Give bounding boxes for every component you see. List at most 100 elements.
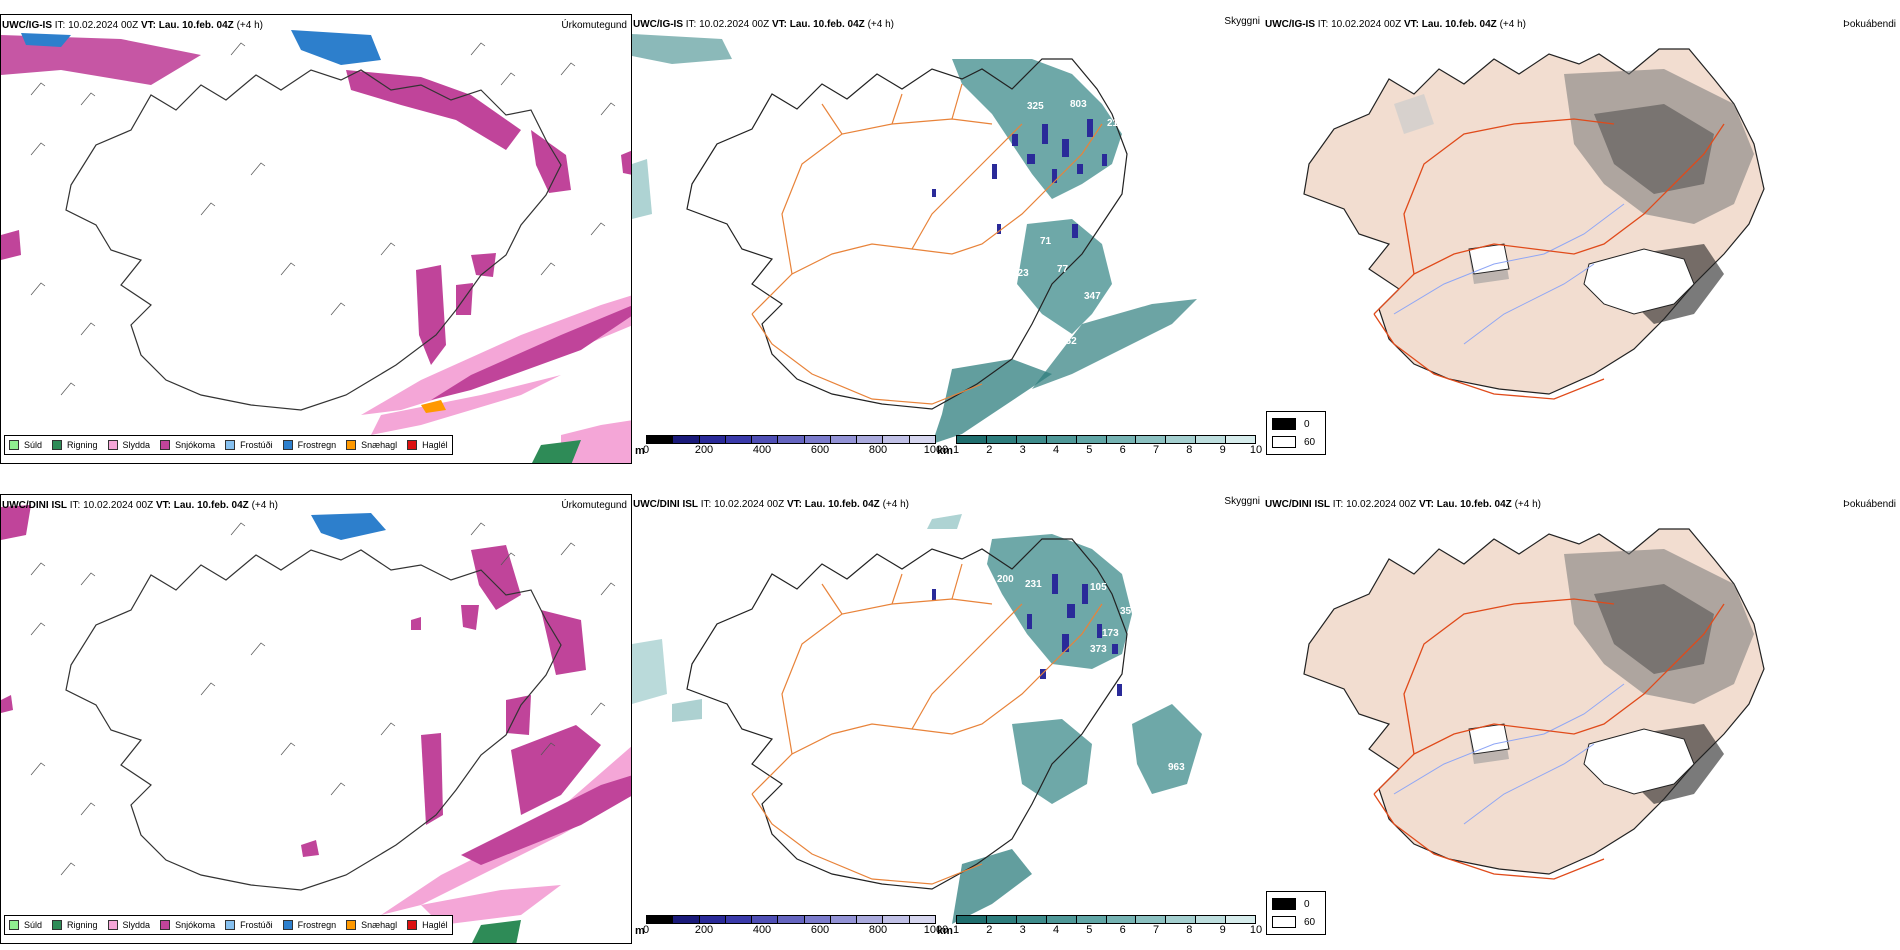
legend-swatch — [107, 920, 118, 930]
cloud-base-tick-label: 800 — [868, 444, 888, 456]
ceiling-label: 320 — [1140, 636, 1157, 647]
visibility-swatch — [1046, 436, 1077, 443]
visibility-tick-label: 6 — [1119, 444, 1126, 456]
cloud-base-swatch — [673, 436, 700, 443]
panel-title: UWC/IG-IS IT: 10.02.2024 00Z VT: Lau. 10… — [1265, 19, 1526, 30]
visibility-swatch — [1226, 436, 1256, 443]
legend-swatch — [407, 440, 418, 450]
ceiling-label: 211 — [1167, 176, 1184, 187]
precip-areas — [1, 505, 631, 943]
visibility-tick-label: 2 — [986, 444, 993, 456]
fog-panel-2: UWC/DINI ISL IT: 10.02.2024 00Z VT: Lau.… — [1264, 494, 1900, 884]
legend-swatch — [9, 920, 19, 930]
panel-title: UWC/DINI ISL IT: 10.02.2024 00Z VT: Lau.… — [633, 499, 909, 510]
ceiling-label: 357 — [1120, 606, 1137, 617]
cloud-base-swatch — [778, 916, 805, 923]
cloud-panel-2: 200 231 105 357 173 373 320 428 27 77 58… — [632, 494, 1264, 944]
roads — [751, 563, 1103, 885]
visibility-swatch — [1136, 916, 1167, 923]
cloud-base-swatch — [883, 436, 910, 443]
ceiling-label: 210 — [1107, 118, 1124, 129]
legend-swatch — [346, 920, 357, 930]
cloud-base-tick-label: 200 — [694, 924, 714, 936]
cloud-base-colorbar: 0 200 400 600 800 1000 — [642, 435, 948, 458]
visibility-tick-label: 5 — [1086, 444, 1093, 456]
visibility-colorbar-ticks: 1 2 3 4 5 6 7 8 9 10 — [952, 924, 1262, 938]
fog-legend-2: 0 60 — [1266, 891, 1326, 935]
visibility-tick-label: 7 — [1152, 444, 1160, 456]
ceiling-labels: 325 803 210 196 437 211 71 323 77 280 34… — [1012, 99, 1189, 347]
ceiling-label: 803 — [1070, 99, 1087, 110]
cloud-base-swatch — [647, 436, 674, 443]
visibility-tick-label: 5 — [1086, 924, 1093, 936]
fog-legend-1: 0 60 — [1266, 411, 1326, 455]
legend-item-rigning: Rigning — [52, 920, 98, 930]
legend-item-snaehagl: Snæhagl — [346, 440, 397, 450]
visibility-swatch — [957, 916, 987, 923]
precip-type-map-2 — [1, 505, 631, 943]
cloud-base-swatch — [752, 916, 779, 923]
panel-label-fog: Þokuábendi — [1843, 499, 1896, 510]
visibility-colorbar: 1 2 3 4 5 6 7 8 9 10 — [952, 915, 1262, 938]
visibility-swatch — [1106, 916, 1137, 923]
visibility-swatch — [1166, 916, 1197, 923]
panel-label-fog: Þokuábendi — [1843, 19, 1896, 30]
rivers — [1393, 683, 1625, 825]
panel-title: UWC/IG-IS IT: 10.02.2024 00Z VT: Lau. 10… — [633, 19, 894, 30]
visibility-swatch — [957, 436, 987, 443]
cloud-base-colorbar-swatches — [646, 915, 936, 924]
visibility-swatch — [1076, 436, 1107, 443]
visibility-swatch — [986, 916, 1017, 923]
visibility-swatch — [1016, 436, 1047, 443]
cloud-base-tick-label: 600 — [810, 924, 830, 936]
ceiling-labels: 200 231 105 357 173 373 320 428 27 77 58… — [997, 574, 1185, 773]
visibility-tick-label: 6 — [1119, 924, 1126, 936]
visibility-tick-label: 9 — [1219, 924, 1226, 936]
visibility-tick-label: 4 — [1052, 444, 1060, 456]
legend-swatch — [9, 440, 19, 450]
cloud-base-tick-label: 400 — [752, 444, 772, 456]
panel-label-precip-type: Úrkomutegund — [561, 20, 627, 31]
precip-type-legend: Súld Rigning Slydda Snjókoma Frostúði Fr… — [4, 435, 453, 455]
ceiling-label: 27 — [1047, 676, 1059, 687]
visibility-tick-label: 10 — [1249, 924, 1263, 936]
cloud-base-tick-label: 0 — [642, 924, 650, 936]
legend-swatch — [1272, 916, 1296, 928]
legend-item-snaehagl: Snæhagl — [346, 920, 397, 930]
cloud-base-unit: m — [635, 445, 645, 457]
ceiling-label: 963 — [1168, 762, 1185, 773]
fog-legend-row: 60 — [1272, 436, 1315, 448]
legend-item-haglel: Haglél — [407, 440, 448, 450]
visibility-tick-label: 9 — [1219, 444, 1226, 456]
ceiling-label: 231 — [1025, 579, 1042, 590]
visibility-tick-label: 1 — [952, 924, 960, 936]
cloud-base-swatch — [725, 436, 753, 443]
cloud-base-unit: m — [635, 925, 645, 937]
ceiling-label: 58 — [1152, 690, 1164, 701]
iceland-coastline — [65, 549, 562, 891]
roads — [1373, 118, 1725, 400]
legend-swatch — [52, 440, 63, 450]
legend-swatch — [282, 920, 293, 930]
legend-swatch — [282, 440, 293, 450]
precip-type-map-1 — [1, 30, 631, 463]
ceiling-label: 323 — [1012, 268, 1029, 279]
visibility-swatch — [1076, 916, 1107, 923]
panel-title: UWC/DINI ISL IT: 10.02.2024 00Z VT: Lau.… — [1265, 499, 1541, 510]
ceiling-label: 77 — [1057, 264, 1069, 275]
visibility-swatch — [1016, 916, 1047, 923]
iceland-coastline — [686, 538, 1128, 890]
cloud-base-tick-label: 0 — [642, 444, 650, 456]
legend-swatch — [225, 440, 236, 450]
cloud-base-tick-label: 1000 — [923, 444, 949, 456]
panel-title: UWC/DINI ISL IT: 10.02.2024 00Z VT: Lau.… — [2, 500, 278, 511]
precip-type-panel-2: UWC/DINI ISL IT: 10.02.2024 00Z VT: Lau.… — [0, 494, 632, 944]
legend-swatch — [160, 920, 171, 930]
visibility-tick-label: 10 — [1249, 444, 1263, 456]
precip-type-panel-1: UWC/IG-IS IT: 10.02.2024 00Z VT: Lau. 10… — [0, 14, 632, 464]
visibility-tick-label: 3 — [1019, 444, 1026, 456]
cloud-base-tick-label: 800 — [868, 924, 888, 936]
wind-barbs — [30, 42, 616, 396]
visibility-unit: km — [937, 925, 953, 937]
cloud-base-areas — [932, 574, 1122, 696]
